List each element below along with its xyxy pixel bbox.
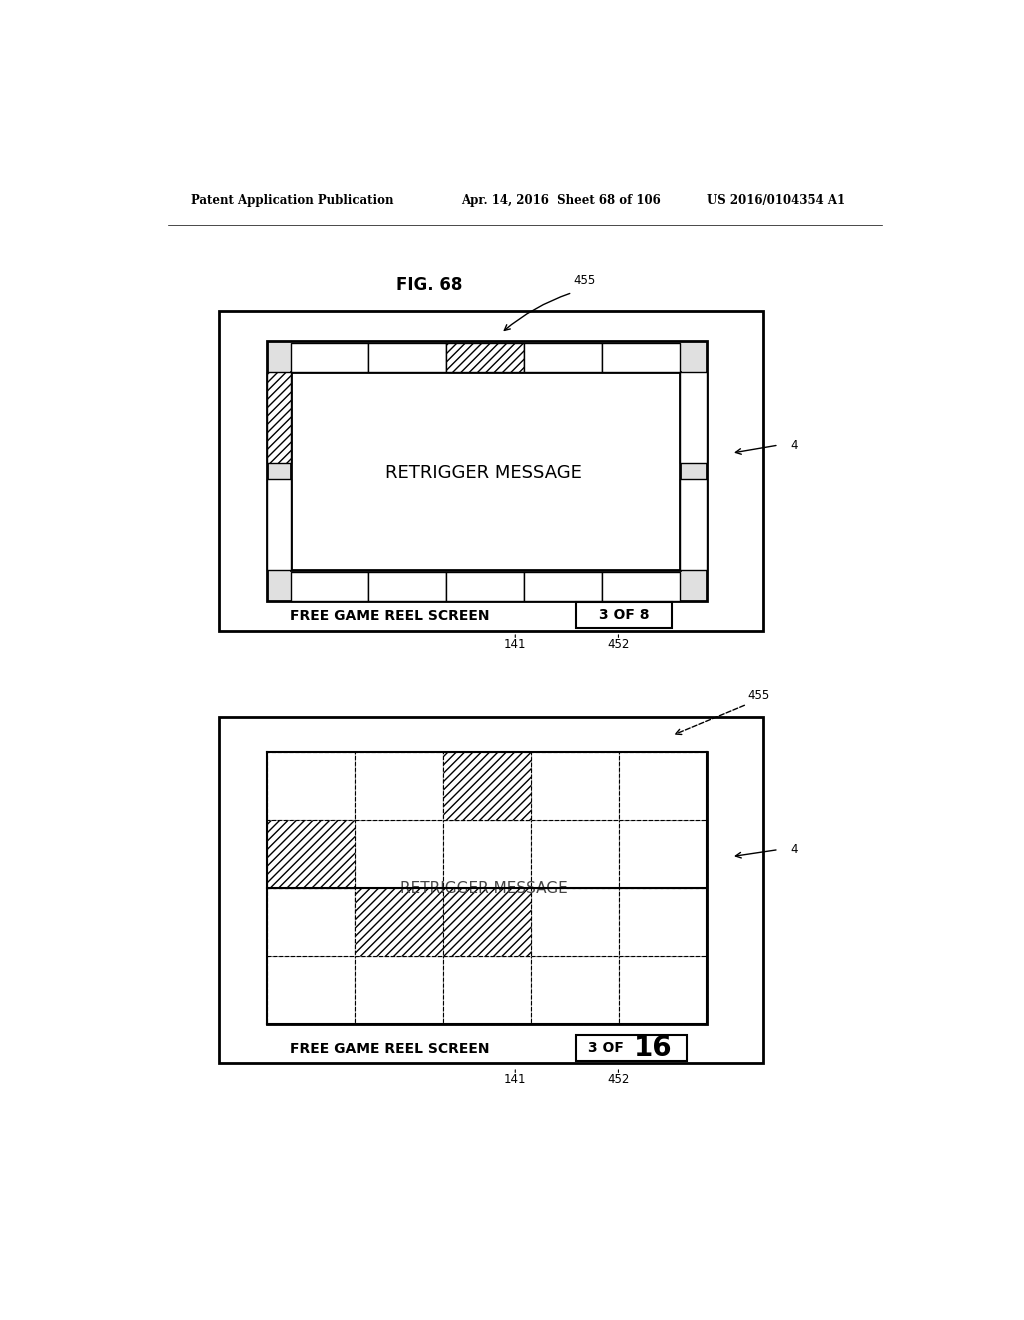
Bar: [355, 956, 443, 1024]
Text: US 2016/0104354 A1: US 2016/0104354 A1: [708, 194, 846, 207]
Bar: [680, 372, 708, 463]
Text: RETRIGGER MESSAGE: RETRIGGER MESSAGE: [385, 465, 582, 483]
Bar: [524, 572, 602, 601]
Bar: [291, 343, 369, 372]
Bar: [443, 888, 531, 956]
Text: 452: 452: [607, 1073, 630, 1086]
Text: 141: 141: [504, 1073, 526, 1086]
Text: Patent Application Publication: Patent Application Publication: [191, 194, 394, 207]
Bar: [602, 343, 680, 372]
Bar: [443, 820, 531, 888]
Bar: [443, 956, 531, 1024]
Bar: [291, 572, 369, 601]
Bar: [355, 820, 443, 888]
Text: 3 OF: 3 OF: [588, 1040, 624, 1055]
Text: RETRIGGER MESSAGE: RETRIGGER MESSAGE: [399, 880, 567, 896]
Text: FIG. 68: FIG. 68: [396, 276, 463, 294]
Text: 455: 455: [748, 689, 770, 701]
Bar: [267, 372, 291, 463]
Bar: [369, 572, 446, 601]
Bar: [446, 572, 524, 601]
Bar: [267, 342, 708, 601]
Bar: [355, 752, 443, 820]
Bar: [620, 888, 708, 956]
Bar: [531, 956, 620, 1024]
Bar: [219, 718, 763, 1063]
Text: 141: 141: [504, 638, 526, 651]
Text: 3 OF 8: 3 OF 8: [599, 607, 649, 622]
Bar: [267, 820, 355, 888]
Bar: [443, 752, 531, 820]
Bar: [620, 956, 708, 1024]
Bar: [219, 312, 763, 631]
Bar: [267, 888, 355, 956]
Bar: [443, 888, 531, 956]
Bar: [369, 343, 446, 372]
Bar: [267, 820, 355, 888]
Bar: [355, 888, 443, 956]
Text: 452: 452: [607, 638, 630, 651]
Bar: [602, 572, 680, 601]
Bar: [446, 343, 524, 372]
Bar: [531, 820, 620, 888]
Bar: [531, 752, 620, 820]
Bar: [620, 752, 708, 820]
Bar: [267, 752, 708, 1024]
Text: 4: 4: [791, 438, 798, 451]
Bar: [267, 479, 291, 570]
Bar: [577, 1035, 687, 1061]
Text: 455: 455: [573, 273, 595, 286]
Text: FREE GAME REEL SCREEN: FREE GAME REEL SCREEN: [290, 609, 489, 623]
Bar: [443, 752, 531, 820]
Text: Apr. 14, 2016  Sheet 68 of 106: Apr. 14, 2016 Sheet 68 of 106: [461, 194, 662, 207]
Text: 16: 16: [634, 1034, 673, 1061]
Bar: [291, 372, 680, 570]
Text: 4: 4: [791, 843, 798, 857]
Text: FREE GAME REEL SCREEN: FREE GAME REEL SCREEN: [290, 1041, 489, 1056]
Bar: [680, 479, 708, 570]
Bar: [355, 888, 443, 956]
Bar: [267, 956, 355, 1024]
Bar: [524, 343, 602, 372]
Bar: [267, 752, 355, 820]
Bar: [577, 602, 672, 628]
Bar: [531, 888, 620, 956]
Bar: [620, 820, 708, 888]
